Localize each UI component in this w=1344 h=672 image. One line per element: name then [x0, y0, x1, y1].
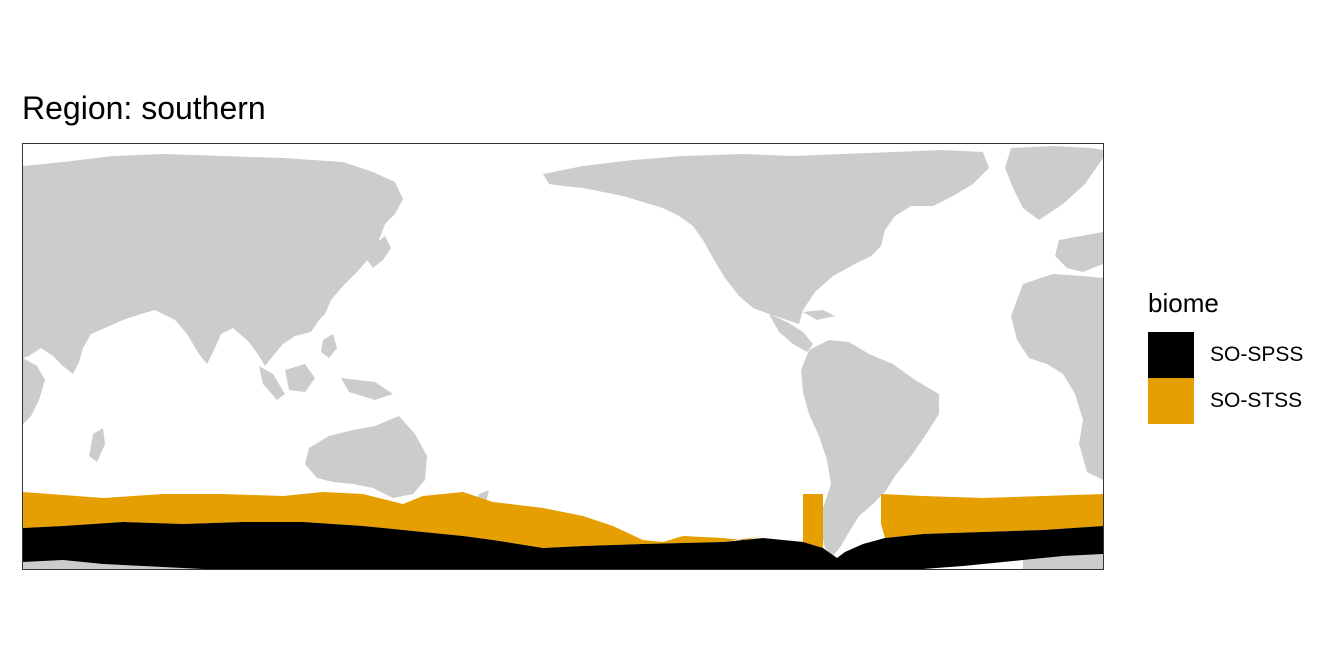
land-eurasia	[23, 154, 403, 374]
land-sumatra	[259, 366, 285, 400]
land-africa-east-fragment	[23, 358, 45, 424]
land-greenland	[1005, 146, 1103, 220]
legend-label-so-spss: SO-SPSS	[1210, 343, 1304, 366]
land-new-guinea	[341, 378, 393, 400]
biome-so-stss-east	[803, 494, 1103, 548]
legend-item-so-spss: SO-SPSS	[1148, 332, 1338, 378]
biome-so-stss-west	[23, 492, 763, 548]
legend-key-so-stss	[1148, 378, 1194, 424]
legend-title: biome	[1148, 288, 1219, 318]
legend-key-so-spss	[1148, 332, 1194, 378]
world-map	[23, 144, 1103, 569]
land-south-america	[801, 340, 939, 556]
legend-label-so-stss: SO-STSS	[1210, 389, 1303, 412]
map-panel	[22, 143, 1104, 570]
land-cuba	[803, 310, 835, 320]
land-africa-west	[1011, 274, 1103, 480]
biome-layer	[23, 492, 1103, 569]
legend-item-so-stss: SO-STSS	[1148, 378, 1338, 424]
land-layer	[23, 146, 1103, 569]
land-antarctica-right	[1023, 554, 1103, 569]
land-borneo	[285, 364, 315, 392]
land-central-america	[769, 314, 813, 352]
biome-so-spss	[23, 522, 1103, 569]
land-europe-right	[1055, 232, 1103, 272]
legend: biome SO-SPSS SO-STSS	[1148, 286, 1338, 424]
land-madagascar	[89, 428, 105, 462]
land-north-america	[543, 150, 989, 324]
land-japan	[367, 236, 391, 268]
plot-title: Region: southern	[22, 90, 266, 126]
land-philippines	[321, 334, 337, 358]
land-australia	[305, 416, 427, 498]
